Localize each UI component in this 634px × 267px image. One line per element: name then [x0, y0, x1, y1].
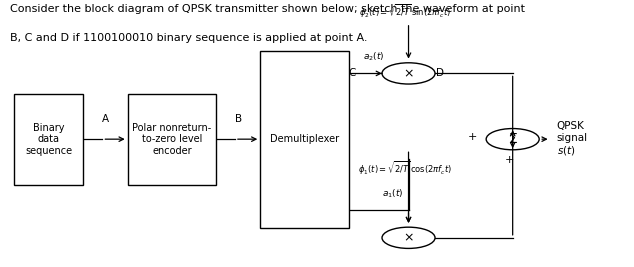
Text: Demultiplexer: Demultiplexer — [270, 134, 339, 144]
Bar — [14, 94, 84, 185]
Text: $\phi_2(t) = \sqrt{2/T}\,\sin(2\pi f_c t)$: $\phi_2(t) = \sqrt{2/T}\,\sin(2\pi f_c t… — [359, 3, 451, 20]
Text: Consider the block diagram of QPSK transmitter shown below; sketch the waveform : Consider the block diagram of QPSK trans… — [10, 4, 524, 14]
Text: QPSK
signal
$s(t)$: QPSK signal $s(t)$ — [557, 121, 588, 158]
Text: $\times$: $\times$ — [403, 67, 414, 80]
Text: +: + — [467, 132, 477, 142]
Text: B, C and D if 1100100010 binary sequence is applied at point A.: B, C and D if 1100100010 binary sequence… — [10, 33, 367, 43]
Text: A: A — [102, 114, 109, 124]
Text: +: + — [505, 155, 514, 165]
Text: Binary
data
sequence: Binary data sequence — [25, 123, 72, 156]
Text: $\phi_1(t) = \sqrt{2/T}\,\cos(2\pi f_c t)$: $\phi_1(t) = \sqrt{2/T}\,\cos(2\pi f_c t… — [358, 159, 453, 177]
Text: B: B — [235, 114, 242, 124]
Text: Polar nonreturn-
to-zero level
encoder: Polar nonreturn- to-zero level encoder — [133, 123, 212, 156]
Circle shape — [382, 227, 435, 248]
Bar — [127, 94, 216, 185]
Bar — [260, 51, 349, 228]
Text: C: C — [348, 68, 356, 78]
Circle shape — [486, 128, 539, 150]
Text: $a_2(t)$: $a_2(t)$ — [363, 51, 385, 63]
Text: $\Sigma$: $\Sigma$ — [508, 132, 517, 146]
Text: D: D — [436, 68, 444, 78]
Circle shape — [382, 63, 435, 84]
Text: $\times$: $\times$ — [403, 231, 414, 244]
Text: $a_1(t)$: $a_1(t)$ — [382, 187, 403, 200]
